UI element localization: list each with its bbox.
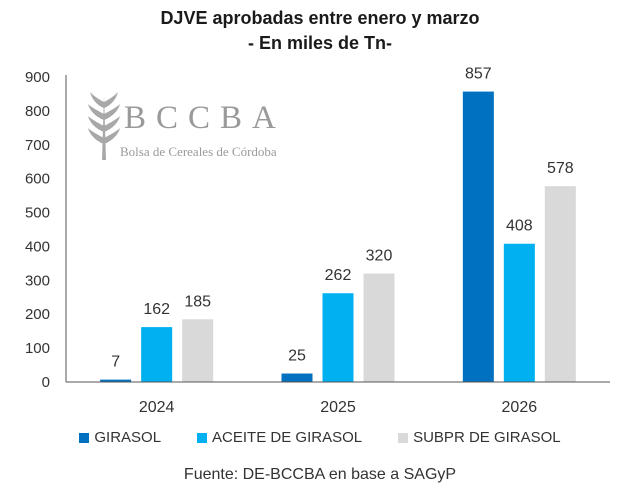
legend-label: SUBPR DE GIRASOL	[413, 429, 561, 446]
bccba-logo: BCCBA Bolsa de Cereales de Córdoba	[84, 90, 284, 162]
y-tick-label: 400	[25, 238, 50, 255]
y-tick-label: 500	[25, 205, 50, 222]
bar	[503, 243, 535, 382]
x-tick-label: 2026	[502, 399, 538, 416]
y-tick-label: 600	[25, 171, 50, 188]
y-tick-label: 900	[25, 69, 50, 86]
x-tick-label: 2025	[320, 399, 356, 416]
bar	[182, 319, 214, 382]
data-label: 408	[506, 218, 533, 235]
source-note: Fuente: DE-BCCBA en base a SAGyP	[183, 466, 457, 483]
legend-item-girasol: GIRASOL	[79, 429, 161, 446]
bar	[363, 273, 395, 382]
x-tick-label: 2024	[139, 399, 175, 416]
data-label: 7	[111, 354, 120, 371]
legend-swatch	[398, 432, 409, 443]
bar	[544, 186, 576, 382]
logo-acronym: BCCBA	[124, 100, 286, 136]
bar	[141, 327, 173, 382]
y-tick-label: 800	[25, 103, 50, 120]
legend-item-subpr: SUBPR DE GIRASOL	[398, 429, 561, 446]
bar	[462, 91, 494, 383]
y-tick-label: 0	[42, 374, 50, 391]
data-labels: 7 162 185 25 262 320 857 408 578	[111, 66, 574, 371]
data-label: 185	[184, 293, 211, 310]
y-tick-label: 300	[25, 272, 50, 289]
bar	[100, 379, 132, 382]
y-tick-label: 200	[25, 306, 50, 323]
data-label: 578	[547, 160, 574, 177]
data-label: 25	[288, 348, 306, 365]
legend-label: GIRASOL	[94, 429, 162, 446]
legend-swatch	[197, 432, 208, 443]
legend: GIRASOL ACEITE DE GIRASOL SUBPR DE GIRAS…	[0, 429, 640, 446]
legend-swatch	[79, 432, 90, 443]
legend-label: ACEITE DE GIRASOL	[212, 429, 363, 446]
logo-name: Bolsa de Cereales de Córdoba	[120, 144, 277, 159]
bar	[322, 293, 354, 382]
chart-title: DJVE aprobadas entre enero y marzo	[160, 8, 480, 28]
data-label: 320	[366, 248, 393, 265]
chart-subtitle: - En miles de Tn-	[247, 33, 393, 53]
data-label: 262	[325, 267, 352, 284]
bars	[100, 91, 576, 383]
y-axis-ticks: 0 100 200 300 400 500 600 700 800 900	[25, 69, 50, 391]
x-axis-categories: 2024 2025 2026	[139, 399, 537, 416]
wheat-icon	[88, 92, 120, 160]
bar	[281, 373, 313, 382]
y-tick-label: 100	[25, 340, 50, 357]
y-tick-label: 700	[25, 137, 50, 154]
data-label: 857	[465, 66, 492, 83]
legend-item-aceite: ACEITE DE GIRASOL	[197, 429, 362, 446]
data-label: 162	[143, 301, 170, 318]
